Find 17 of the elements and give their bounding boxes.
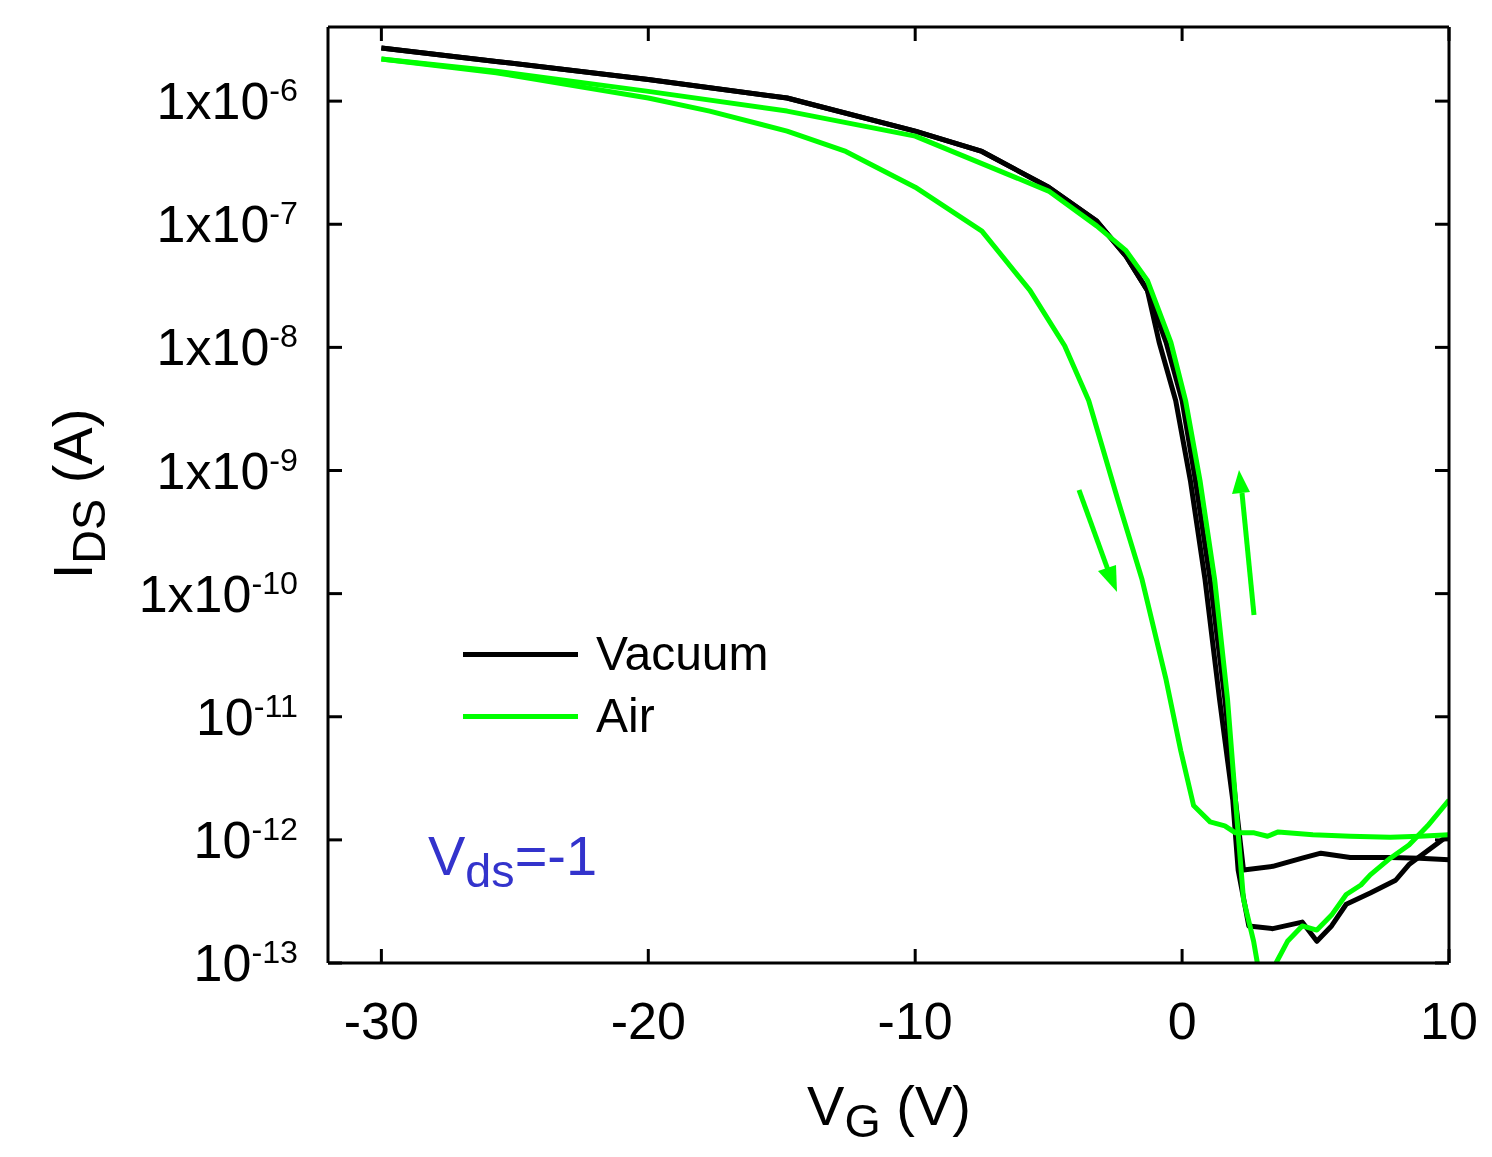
y-tick-label: 1x10$^{-10}$ — [138, 564, 298, 623]
x-tick-label: -30 — [343, 992, 419, 1050]
y-tick-label: 1x10$^{-8}$ — [156, 318, 298, 377]
annotation: V$_{ds}$=-1 — [428, 823, 598, 899]
x-axis-title: V$_{G}$ (V) — [806, 1073, 972, 1149]
legend-label: Vacuum — [596, 626, 769, 682]
legend-label: Air — [596, 688, 655, 744]
y-tick-label: 10$^{-12}$ — [193, 810, 298, 869]
y-tick-label: 1x10$^{-9}$ — [156, 441, 298, 500]
x-tick-label: -20 — [610, 992, 686, 1050]
y-tick-label: 1x10$^{-7}$ — [156, 195, 298, 254]
y-tick-label: 1x10$^{-6}$ — [156, 72, 298, 131]
y-tick-label: 10$^{-13}$ — [193, 934, 298, 992]
x-tick-label: -10 — [877, 992, 953, 1050]
x-tick-label: 0 — [1167, 992, 1197, 1050]
y-tick-label: 10$^{-11}$ — [195, 687, 298, 746]
x-tick-label: 10 — [1420, 992, 1478, 1050]
